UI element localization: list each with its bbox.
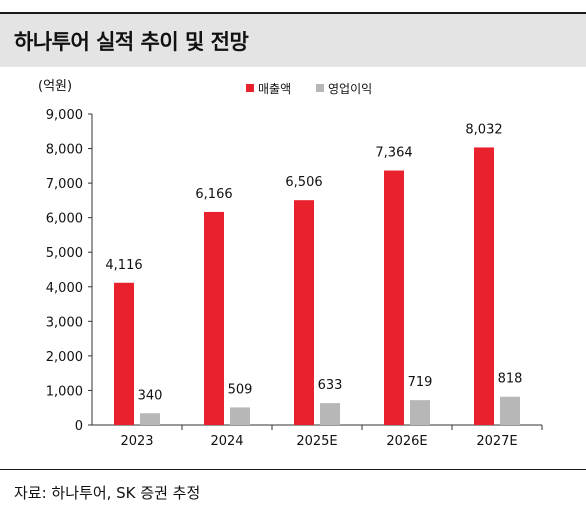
bar [204, 211, 224, 425]
bar-value-label: 7,364 [375, 146, 412, 161]
y-tick-label: 4,000 [46, 281, 83, 296]
bar [384, 170, 404, 425]
bar [114, 282, 134, 425]
bar [294, 200, 314, 425]
legend-swatch [316, 84, 324, 92]
y-tick-label: 1,000 [46, 384, 83, 399]
title-bar: 하나투어 실적 추이 및 전망 [0, 12, 586, 67]
legend-swatch [246, 84, 254, 92]
x-tick-label: 2024 [210, 434, 243, 449]
bar-value-label: 340 [138, 388, 163, 403]
chart-area: (억원) 매출액 영업이익 0 1,000 2,000 3,000 4,000 5,000 6,0… [0, 67, 586, 467]
bar [474, 147, 494, 425]
bar-value-label: 719 [408, 375, 433, 390]
bar [320, 403, 340, 425]
bar-value-label: 6,166 [195, 187, 232, 202]
bar-value-label: 8,032 [465, 122, 502, 137]
bar-value-label: 4,116 [105, 258, 142, 273]
y-axis-unit-label: (억원) [38, 79, 72, 94]
bar [140, 413, 160, 425]
bar-value-label: 6,506 [285, 175, 322, 190]
legend-label: 매출액 [258, 82, 291, 96]
x-tick-label: 2023 [120, 434, 153, 449]
bar-value-label: 818 [498, 372, 523, 387]
y-tick-label: 0 [75, 419, 83, 434]
y-tick-label: 9,000 [46, 108, 83, 123]
bar-chart: (억원) 매출액 영업이익 0 1,000 2,000 3,000 4,000 5,000 6,0… [38, 79, 543, 449]
x-tick-label: 2026E [386, 434, 427, 449]
bar-value-label: 509 [228, 382, 253, 397]
page-title: 하나투어 실적 추이 및 전망 [14, 30, 249, 54]
y-tick-label: 3,000 [46, 315, 83, 330]
bar-value-label: 633 [318, 378, 343, 393]
y-tick-label: 7,000 [46, 177, 83, 192]
source-note: 자료: 하나투어, SK 증권 추정 [14, 484, 201, 502]
x-tick-label: 2025E [296, 434, 337, 449]
y-tick-label: 5,000 [46, 246, 83, 261]
y-tick-label: 2,000 [46, 350, 83, 365]
y-tick-label: 8,000 [46, 143, 83, 158]
source-divider [0, 469, 586, 470]
bar [500, 396, 520, 425]
x-tick-label: 2027E [476, 434, 517, 449]
y-tick-label: 6,000 [46, 212, 83, 227]
legend-label: 영업이익 [328, 82, 372, 96]
bar [230, 407, 250, 425]
bar [410, 400, 430, 425]
